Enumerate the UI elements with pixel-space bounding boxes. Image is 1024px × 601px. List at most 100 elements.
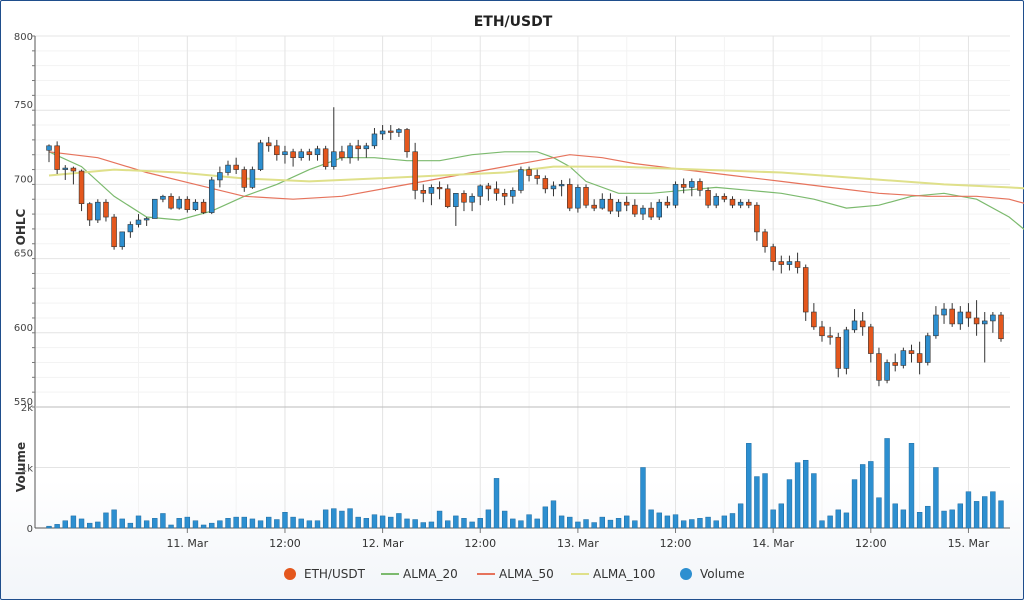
legend[interactable]: ETH/USDT ALMA_20 ALMA_50 ALMA_100 Volume [284, 567, 745, 581]
candle-up [282, 151, 288, 156]
volume-bar [233, 516, 239, 529]
volume-bar [599, 516, 605, 529]
ohlc-tick-label: 800 [14, 32, 33, 43]
candle-down [746, 201, 752, 206]
legend-marker-ohlc [284, 568, 296, 580]
candle-down [794, 261, 801, 268]
candle-up [135, 219, 142, 225]
volume-bar [729, 513, 736, 529]
candle-up [217, 172, 223, 181]
volume-bar [632, 520, 638, 529]
candle-down [184, 198, 191, 210]
candle-down [908, 350, 915, 354]
candle-down [339, 151, 345, 158]
legend-label: ETH/USDT [304, 567, 366, 581]
volume-axis-label: Volume [14, 442, 28, 492]
candle-up [95, 201, 101, 221]
volume-bar [941, 510, 947, 529]
candle-down [835, 336, 842, 369]
candle-up [518, 169, 524, 191]
x-tick-label: 12:00 [269, 537, 301, 550]
volume-bar [420, 522, 426, 529]
volume-bar [607, 519, 614, 529]
candle-down [868, 326, 874, 354]
volume-bar [111, 509, 117, 529]
candle-down [501, 193, 508, 197]
candle-up [160, 195, 166, 200]
volume-bar [778, 503, 784, 529]
volume-bar [412, 519, 418, 529]
candle-up [843, 329, 850, 369]
candle-up [208, 179, 215, 213]
candle-up [143, 218, 150, 221]
volume-bar [534, 518, 540, 529]
volume-bar [640, 467, 646, 529]
volume-bar [550, 500, 557, 529]
volume-bar [192, 520, 199, 529]
volume-bar [78, 518, 85, 529]
candle-down [526, 169, 532, 176]
ohlc-tick-label: 700 [14, 174, 33, 185]
ohlc-tick-label: 550 [14, 397, 33, 408]
candle-up [550, 185, 557, 190]
volume-bar [225, 518, 231, 529]
candle-down [70, 167, 77, 172]
candle-up [851, 320, 858, 331]
candle-up [957, 311, 964, 325]
x-tick-label: 12. Mar [362, 537, 404, 550]
candle-up [981, 320, 988, 325]
candle-up [510, 190, 516, 197]
candle-down [322, 148, 329, 167]
ohlc-tick-label: 600 [14, 323, 33, 334]
candle-up [363, 145, 370, 150]
candle-down [534, 175, 540, 179]
volume-bar [347, 508, 353, 529]
candle-down [111, 216, 117, 248]
ohlc-tick-label: 650 [14, 249, 33, 260]
indicator-lines [48, 151, 1024, 231]
volume-tick-label: 2k [21, 403, 33, 414]
candle-up [371, 133, 378, 147]
volume-bar [567, 516, 573, 529]
candle-down [648, 207, 654, 218]
volume-bar [908, 443, 915, 529]
volume-bar [168, 524, 174, 529]
volume-bar [656, 512, 662, 529]
volume-bar [900, 509, 907, 529]
legend-label: Volume [700, 567, 745, 581]
volume-bar [868, 461, 874, 529]
candle-up [469, 195, 475, 203]
volume-bar [266, 516, 272, 529]
candle-down [778, 261, 785, 265]
volume-bar [859, 464, 866, 529]
grid-lines [35, 35, 1010, 529]
candle-down [103, 201, 109, 218]
volume-bar [615, 518, 622, 529]
volume-bar [982, 496, 988, 529]
candle-down [802, 267, 809, 313]
volume-tick-label: 1k [21, 464, 33, 475]
candle-up [615, 201, 622, 212]
volume-bar [363, 518, 370, 529]
candle-down [697, 181, 703, 191]
candle-up [575, 187, 581, 209]
volume-bar [461, 518, 467, 529]
candle-up [192, 201, 199, 210]
volume-bar [176, 518, 182, 529]
candle-up [62, 167, 69, 170]
volume-bar [54, 524, 60, 529]
volume-bar [298, 518, 304, 529]
volume-bar [453, 515, 459, 529]
candle-down [412, 151, 418, 191]
legend-label: ALMA_50 [499, 567, 554, 581]
volume-bar [209, 522, 215, 529]
candle-up [558, 184, 565, 187]
volume-bar [493, 478, 500, 529]
ohlc-axis-label: OHLC [14, 208, 28, 245]
volume-bar [331, 508, 337, 529]
candle-down [916, 353, 923, 363]
candle-down [265, 142, 272, 147]
volume-bar [257, 520, 264, 529]
volume-bar [526, 514, 532, 529]
